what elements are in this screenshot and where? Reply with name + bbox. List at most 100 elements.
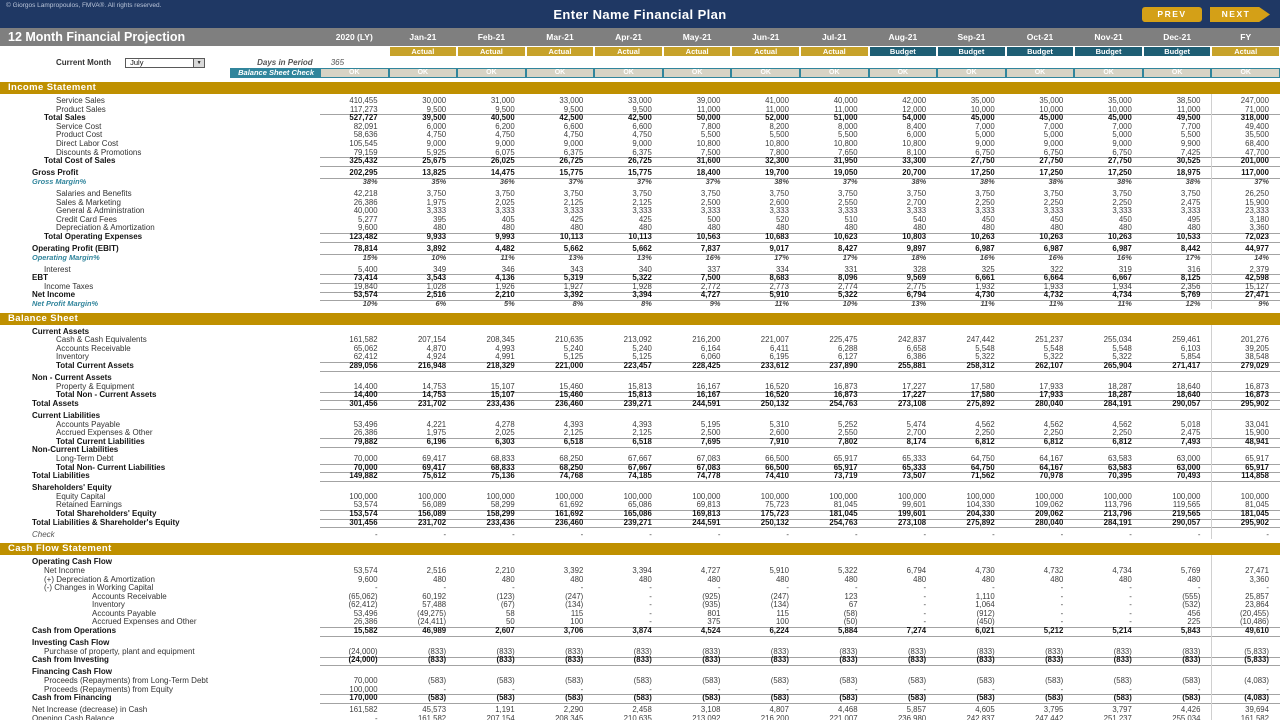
- cell: 4,393: [632, 419, 652, 429]
- table-row: Net Profit Margin% 10% 6% 5% 8% 8% 9% 11% 10% 13%…: [0, 299, 1280, 309]
- cell: 35%: [431, 176, 447, 186]
- cell: 3,750: [1112, 188, 1132, 198]
- cell: 480: [501, 574, 515, 584]
- cell: 4,750: [563, 130, 584, 140]
- cell: (65,062): [348, 591, 378, 601]
- cell: [457, 639, 526, 648]
- cell: 4,221: [426, 419, 447, 429]
- cell: [594, 558, 663, 567]
- cell: 68,250: [525, 454, 595, 465]
- cell: 236,980: [869, 714, 938, 720]
- cell: [1143, 412, 1212, 421]
- cell: 11%: [980, 299, 995, 309]
- row-label: Product Cost: [56, 131, 103, 140]
- cell: [937, 412, 1006, 421]
- cell: 6,661: [937, 273, 1006, 285]
- cell: -: [1129, 583, 1132, 593]
- cell: 14,753: [388, 382, 458, 393]
- cell: 4,727: [662, 291, 732, 302]
- cell: 6,600: [563, 121, 584, 131]
- cell: 242,837: [897, 335, 927, 345]
- current-month-dropdown[interactable]: July ▼: [125, 57, 206, 68]
- cell: 27,750: [1005, 156, 1075, 167]
- table-row: Purchase of property, plant and equipmen…: [0, 647, 1280, 658]
- balance-check-status: OK: [458, 69, 525, 77]
- cell: [800, 412, 869, 421]
- table-row: Total Current Liabilities 79,882 6,196 6,30…: [0, 437, 1280, 448]
- cell: 65,086: [594, 501, 663, 512]
- cell: -: [512, 529, 515, 539]
- cell: -: [923, 600, 927, 610]
- chevron-down-icon[interactable]: ▼: [193, 58, 205, 67]
- row-label: Accounts Receivable: [92, 592, 167, 601]
- status-badge: Actual: [732, 47, 799, 56]
- cell: 5,000: [975, 130, 995, 140]
- row-label: Credit Card Fees: [56, 215, 117, 224]
- cell: 318,000: [1240, 113, 1269, 123]
- cell: 16,873: [799, 391, 869, 402]
- cell: 4,750: [426, 130, 447, 140]
- row-label: Gross Margin%: [32, 177, 87, 186]
- cell: 216,200: [731, 714, 800, 720]
- cell: 480: [1050, 574, 1064, 584]
- cell: -: [1129, 529, 1132, 539]
- cell: 275,892: [937, 518, 1006, 529]
- prev-button[interactable]: PREV: [1142, 7, 1202, 22]
- cell: 65,333: [868, 454, 938, 465]
- cell: 70,978: [1005, 471, 1075, 482]
- cell: [663, 639, 732, 648]
- cell: 17,250: [1074, 168, 1143, 180]
- cell: 231,702: [388, 399, 458, 410]
- cell: 510: [844, 214, 858, 224]
- cell: 258,312: [937, 361, 1006, 372]
- status-cell: Budget: [869, 46, 938, 57]
- cell: 4,562: [975, 419, 995, 429]
- cell: -: [580, 583, 584, 593]
- cell: 14,475: [457, 168, 526, 180]
- cell: (833): [1142, 656, 1212, 667]
- cell: 250,132: [731, 399, 800, 410]
- cell: 39,000: [696, 96, 721, 105]
- cell: 69,417: [388, 454, 458, 465]
- balance-check-status: OK: [663, 69, 731, 77]
- cell: (833): [799, 656, 869, 667]
- balance-check-status: OK: [1143, 69, 1211, 77]
- cell: 295,902: [1211, 518, 1280, 529]
- cell: 100,000: [417, 491, 447, 501]
- cell: 38%: [1117, 176, 1132, 186]
- row-label: Total Shareholders' Equity: [56, 510, 157, 519]
- cell: 10,683: [731, 232, 800, 243]
- cell: 37%: [842, 176, 858, 186]
- cell: 45,000: [1039, 113, 1064, 123]
- cell: 100,000: [760, 491, 789, 501]
- row-label: (+) Depreciation & Amortization: [44, 575, 155, 584]
- cell: 10,000: [937, 105, 1006, 116]
- cell: (833): [457, 656, 526, 667]
- cell: 49,500: [1176, 113, 1201, 123]
- cell: 2,250: [975, 197, 995, 207]
- row-label: Proceeds (Repayments) from Equity: [44, 685, 173, 694]
- row-label: Inventory: [56, 353, 89, 362]
- cell: -: [1074, 685, 1143, 696]
- cell: 5,322: [799, 291, 869, 302]
- cell: 68,250: [525, 463, 595, 474]
- row-label: Product Sales: [56, 105, 106, 114]
- cell: [389, 558, 458, 567]
- table-row: Proceeds (Repayments) from Equity 100,000…: [0, 685, 1280, 696]
- cell: 244,591: [662, 518, 732, 529]
- status-row: Actual Actual Actual Actual Actual Actual Actu…: [0, 46, 1280, 57]
- cell: [663, 558, 732, 567]
- cell: 38,548: [1211, 353, 1280, 364]
- cell: 480: [868, 224, 938, 235]
- cell: 15,775: [525, 168, 595, 180]
- cell: 17%: [842, 252, 858, 262]
- cell: 3,333: [769, 206, 789, 216]
- cell: 44,977: [1211, 244, 1280, 255]
- cell: 3,750: [632, 188, 652, 198]
- cell: 10,263: [1074, 232, 1143, 243]
- cell: 284,191: [1074, 399, 1143, 410]
- table-row: Product Sales 117,273 9,500 9,500 9,500 9,500…: [0, 105, 1280, 116]
- next-button[interactable]: NEXT: [1210, 7, 1270, 22]
- cell: [869, 558, 938, 567]
- row-label: Total Liabilities & Shareholder's Equity: [32, 518, 180, 527]
